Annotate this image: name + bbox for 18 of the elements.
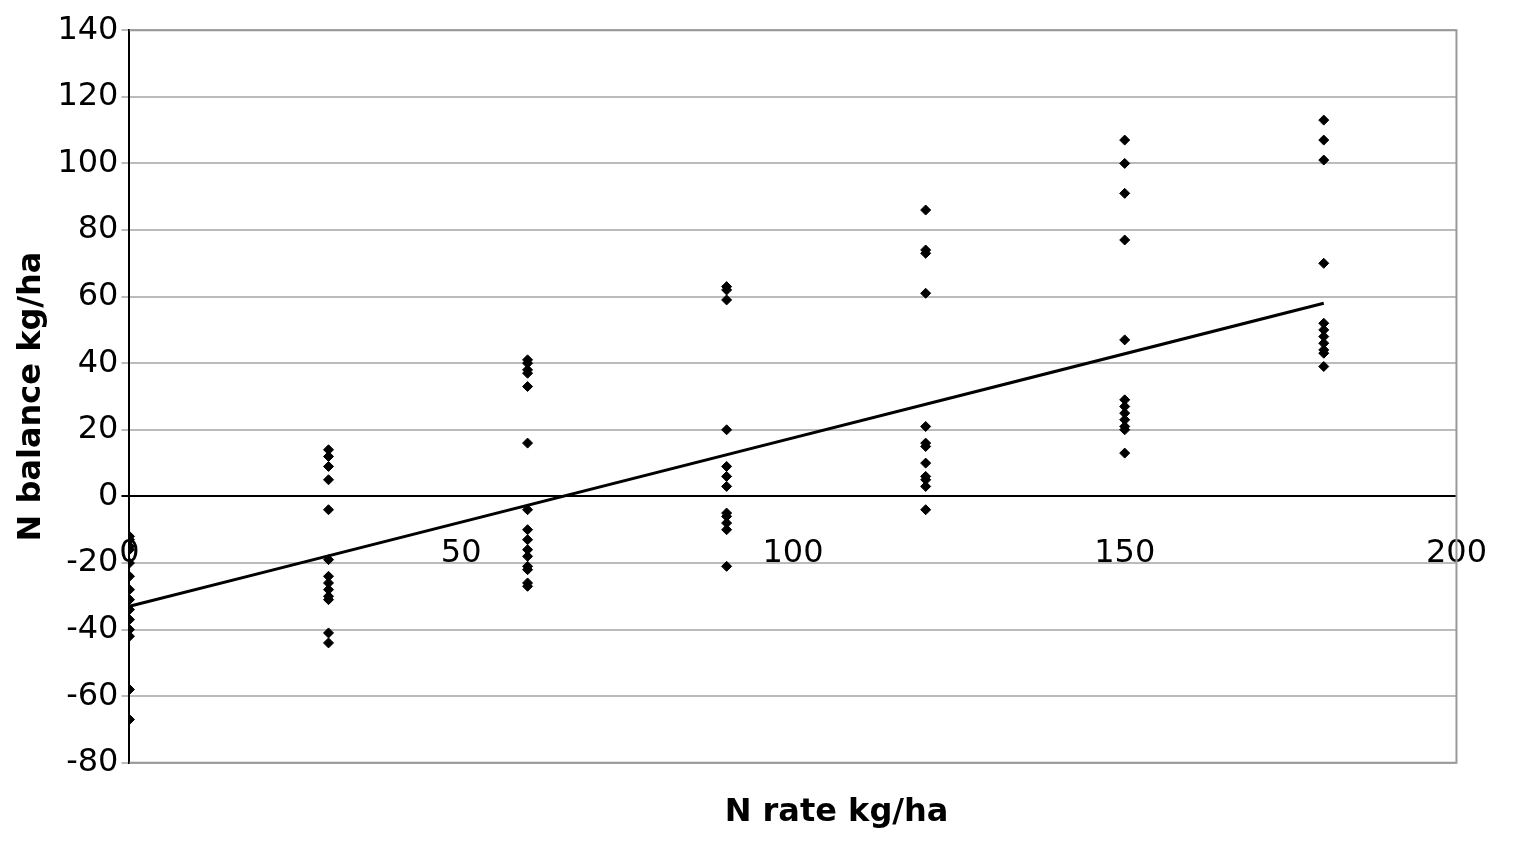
x-tick-label: 50 bbox=[440, 531, 482, 570]
y-tick-label: 100 bbox=[57, 141, 119, 180]
y-tick-label: -20 bbox=[66, 541, 119, 580]
y-tick-label: 120 bbox=[57, 75, 119, 114]
y-tick-label: 20 bbox=[77, 408, 119, 447]
x-axis-title: N rate kg/ha bbox=[723, 790, 950, 831]
x-tick-label: 150 bbox=[1094, 531, 1156, 570]
y-tick-label: 140 bbox=[57, 8, 119, 47]
y-tick-label: -40 bbox=[66, 607, 119, 646]
y-axis-title: N balance kg/ha bbox=[9, 251, 48, 542]
x-tick-label: 200 bbox=[1425, 531, 1487, 570]
y-tick-label: -60 bbox=[66, 674, 119, 713]
y-tick-label: 40 bbox=[77, 341, 119, 380]
x-tick-label: 100 bbox=[762, 531, 824, 570]
y-tick-label: 0 bbox=[98, 474, 119, 513]
y-tick-label: -80 bbox=[66, 741, 119, 780]
y-tick-label: 80 bbox=[77, 208, 119, 247]
y-tick-label: 60 bbox=[77, 274, 119, 313]
